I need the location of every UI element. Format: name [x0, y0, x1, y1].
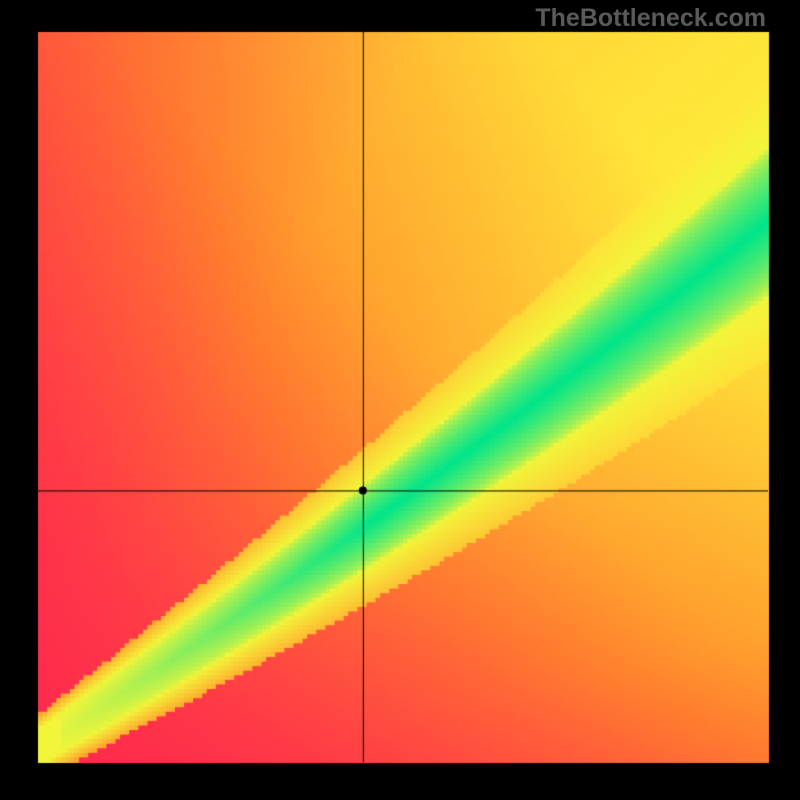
watermark-text: TheBottleneck.com [535, 4, 766, 33]
chart-container: TheBottleneck.com [0, 0, 800, 800]
bottleneck-heatmap [0, 0, 800, 800]
